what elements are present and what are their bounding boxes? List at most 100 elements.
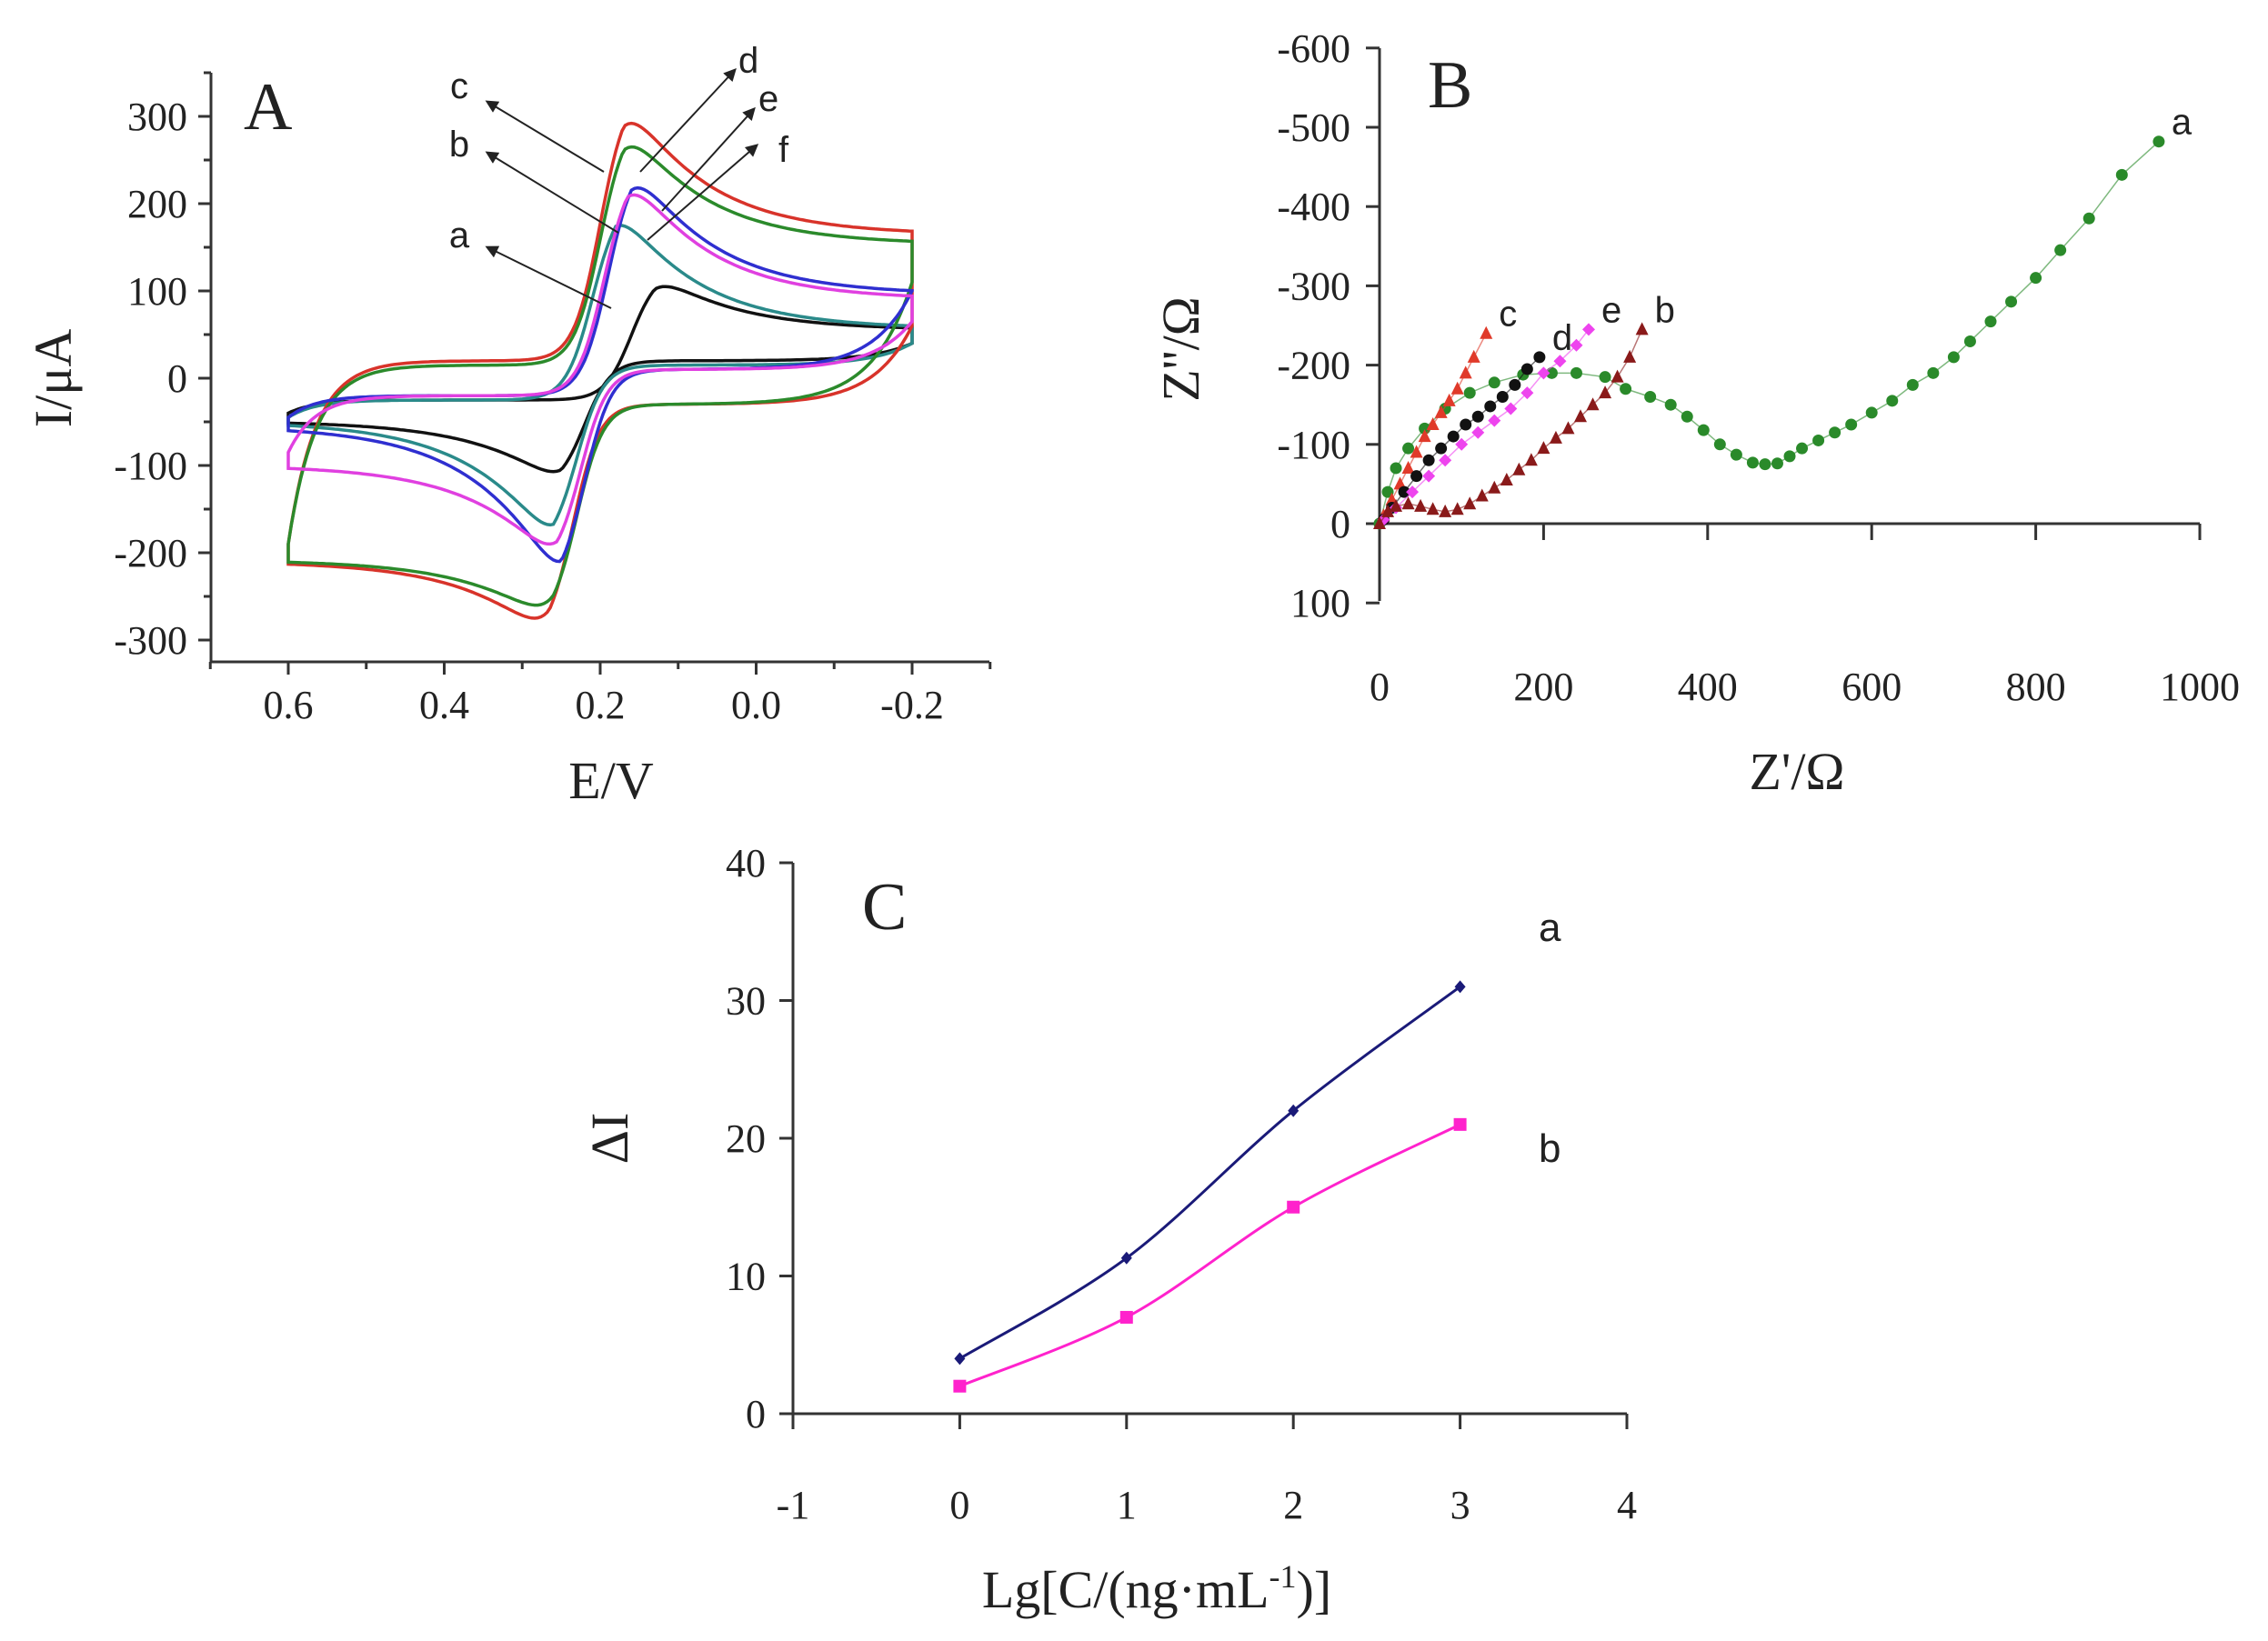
panel-a-ylabel: I/μA	[24, 329, 83, 428]
panel-b-point-a	[1947, 351, 1960, 364]
panel-a-arrow-d	[639, 67, 737, 173]
panel-b-point-a	[2115, 168, 2128, 181]
panel-b-point-d	[1422, 454, 1435, 466]
panel-b-point-e	[1570, 338, 1583, 352]
panel-b-y-tick-label: 100	[1290, 581, 1350, 625]
panel-b-point-e	[1488, 414, 1501, 427]
panel-b-point-a	[1664, 398, 1677, 411]
panel-c-curve-label: a	[1539, 906, 1561, 950]
panel-b-point-b	[1450, 502, 1464, 515]
panel-b-point-d	[1435, 442, 1448, 455]
panel-c-ylabel: ΔI	[580, 1113, 639, 1165]
panel-b-point-d	[1520, 363, 1533, 375]
panel-b-point-a	[1865, 406, 1878, 419]
panel-b-point-a	[1463, 386, 1476, 399]
panel-c-y-tick-label: 30	[726, 979, 766, 1024]
panel-a-cv-curve-c	[286, 121, 914, 620]
panel-a-x-tick-label: 0.4	[419, 683, 469, 727]
panel-b-point-e	[1406, 485, 1420, 499]
panel-b-point-a	[2054, 244, 2067, 256]
panel-c-series-line-a	[958, 986, 1461, 1360]
panel-c-label: C	[862, 870, 907, 945]
panel-c-xlabel: Lg[C/(ng·mL-1)]	[982, 1558, 1331, 1619]
panel-a-arrow-f	[647, 144, 759, 241]
panel-b-point-b	[1373, 516, 1386, 529]
panel-b-point-e	[1455, 437, 1469, 451]
panel-b-point-b	[1623, 349, 1637, 363]
panel-b-y-tick-label: -500	[1277, 105, 1350, 150]
panel-b-xlabel: Z'/Ω	[1749, 742, 1844, 801]
panel-b-point-a	[1796, 442, 1809, 455]
panel-a-cv-curve-b	[286, 224, 914, 527]
panel-c-x-tick-label: 0	[949, 1483, 969, 1527]
panel-a-x-tick-label: -0.2	[880, 683, 944, 727]
panel-b-x-tick-label: 200	[1513, 665, 1573, 709]
panel-c-x-tick-label: -1	[777, 1483, 810, 1527]
panel-c-series-line-b	[958, 1123, 1461, 1388]
panel-a-x-tick-label: 0.0	[731, 683, 781, 727]
panel-a-curve-label: c	[450, 66, 468, 106]
panel-b-point-b	[1390, 498, 1403, 512]
panel-b-point-b	[1488, 480, 1501, 494]
panel-b-point-d	[1398, 485, 1410, 498]
panel-a-xlabel: E/V	[568, 751, 654, 810]
panel-b-point-b	[1573, 409, 1587, 423]
panel-b-x-tick-label: 400	[1678, 665, 1738, 709]
panel-a-arrow-b	[485, 151, 619, 234]
panel-a-label: A	[244, 70, 292, 145]
panel-a-arrow-a	[485, 245, 612, 309]
panel-c-x-tick-label: 2	[1283, 1483, 1303, 1527]
panel-b-curve-label: b	[1655, 290, 1675, 330]
panel-a-cv-curve-d	[286, 145, 914, 607]
panel-b-point-b	[1381, 504, 1395, 517]
panel-b-point-a	[1746, 456, 1759, 469]
panel-c-y-tick-label: 20	[726, 1116, 766, 1161]
panel-b-point-a	[1771, 457, 1783, 470]
panel-a-x-tick-label: 0.6	[264, 683, 314, 727]
panel-b-point-e	[1439, 454, 1452, 467]
panel-b-x-tick-label: 1000	[2160, 665, 2240, 709]
panel-a-y-tick-label: -200	[114, 531, 187, 575]
panel-b-curve-label: a	[2172, 103, 2193, 143]
panel-b-point-b	[1463, 496, 1477, 510]
panel-b-curve-label: e	[1601, 290, 1621, 330]
panel-b-point-c	[1434, 405, 1448, 418]
panel-b-nyquist-plot: B Z'/Ω Z''/Ω -600 -500 -400 -300 -200 -100 0 10…	[1151, 26, 2240, 801]
panel-b-x-tick-label: 600	[1841, 665, 1902, 709]
panel-a-y-tick-label: 100	[127, 269, 187, 314]
panel-b-point-c	[1450, 381, 1464, 395]
panel-b-point-a	[1829, 426, 1841, 439]
panel-a-arrow-c	[485, 100, 605, 173]
panel-b-point-b	[1549, 430, 1562, 444]
panel-b-point-b	[1586, 397, 1600, 411]
panel-b-point-e	[1553, 355, 1567, 368]
panel-b-point-b	[1500, 473, 1513, 486]
panel-c-y-tick-label: 10	[726, 1255, 766, 1299]
panel-b-point-b	[1599, 385, 1612, 399]
panel-b-point-c	[1401, 460, 1415, 474]
panel-b-point-a	[1570, 366, 1582, 379]
panel-b-point-c	[1442, 393, 1456, 406]
panel-c-point-a	[954, 1352, 966, 1366]
panel-b-point-a	[1681, 410, 1693, 423]
panel-b-point-a	[1963, 335, 1976, 347]
panel-c-x-tick-label: 4	[1617, 1483, 1637, 1527]
panel-b-point-a	[1599, 371, 1611, 384]
panel-b-point-b	[1635, 322, 1649, 335]
panel-b-point-a	[1927, 366, 1940, 379]
panel-b-point-d	[1496, 390, 1509, 403]
panel-a-cyclic-voltammogram: A E/V I/μA 0.6 0.4 0.2 0.0 -0.2 300 200 100 0 -10…	[24, 41, 992, 810]
panel-b-point-a	[2082, 212, 2095, 225]
panel-b-point-e	[1422, 469, 1436, 483]
panel-b-ylabel: Z''/Ω	[1151, 296, 1210, 402]
panel-b-point-c	[1426, 417, 1440, 430]
panel-b-y-tick-label: -100	[1277, 423, 1350, 467]
panel-b-y-tick-label: 0	[1330, 502, 1350, 546]
panel-b-point-a	[1713, 438, 1726, 451]
panel-c-y-tick-label: 0	[746, 1392, 766, 1436]
panel-b-point-c	[1467, 349, 1480, 363]
panel-b-point-a	[1886, 395, 1899, 407]
panel-c-point-a	[1288, 1104, 1300, 1117]
panel-b-x-tick-label: 0	[1370, 665, 1390, 709]
